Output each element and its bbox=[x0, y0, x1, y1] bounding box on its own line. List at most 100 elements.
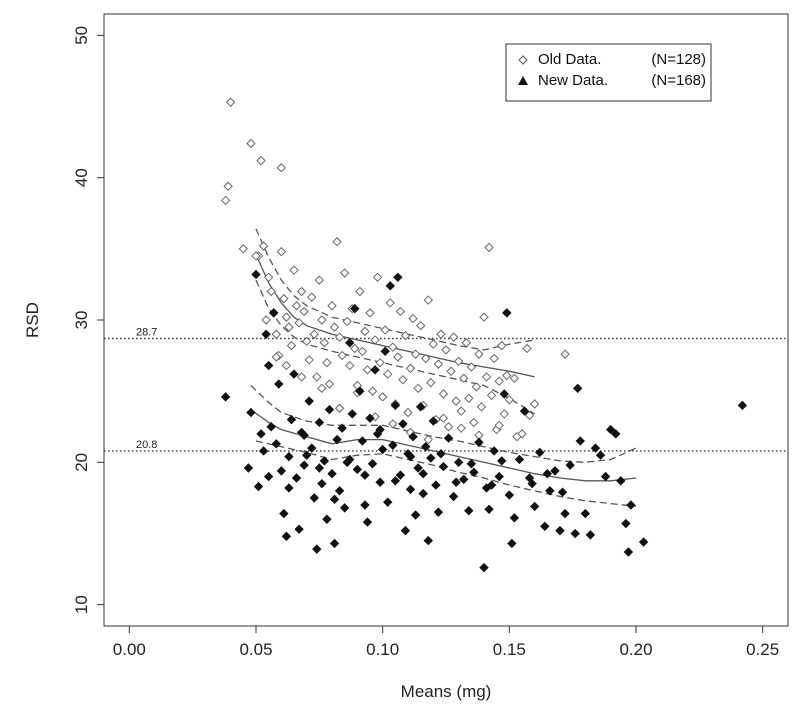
old-data-point bbox=[327, 301, 337, 311]
old-data-point bbox=[446, 366, 456, 376]
new-data-point bbox=[451, 477, 461, 487]
old-data-point bbox=[271, 352, 281, 362]
new-data-point bbox=[438, 461, 449, 472]
new-data-point bbox=[352, 464, 363, 475]
new-data-point bbox=[466, 459, 477, 469]
new-data-point bbox=[502, 308, 512, 318]
legend-marker-open-diamond bbox=[518, 55, 528, 65]
new-data-point bbox=[459, 474, 469, 485]
old-data-point bbox=[469, 417, 479, 428]
new-data-point bbox=[486, 480, 497, 490]
old-data-point bbox=[481, 372, 492, 382]
old-data-point bbox=[307, 292, 317, 302]
old-data-point bbox=[410, 349, 421, 359]
reference-lines: 28.7 20.8 bbox=[104, 327, 788, 452]
new-data-point bbox=[585, 530, 596, 540]
new-data-point bbox=[322, 514, 332, 524]
new-data-point bbox=[337, 423, 347, 433]
old-data-point bbox=[246, 138, 256, 149]
old-data-point bbox=[400, 330, 411, 341]
new-data-point bbox=[542, 469, 553, 479]
legend: Old Data. (N=128) New Data. (N=168) bbox=[505, 43, 712, 102]
new-data-point bbox=[294, 524, 304, 534]
new-data-point bbox=[261, 329, 271, 339]
old-data-point bbox=[362, 365, 373, 375]
new-data-point bbox=[246, 407, 256, 418]
old-data-point bbox=[388, 342, 398, 352]
new-data-point bbox=[314, 417, 325, 428]
old-data-point bbox=[466, 362, 477, 372]
old-data-point bbox=[301, 336, 312, 347]
old-data-point bbox=[502, 370, 512, 381]
old-data-point bbox=[479, 312, 489, 322]
new-data-point bbox=[497, 456, 507, 466]
new-data-point bbox=[410, 510, 421, 520]
new-data-point bbox=[332, 434, 342, 445]
old-data-point bbox=[385, 298, 395, 308]
old-data-point bbox=[428, 339, 439, 349]
old-data-point bbox=[317, 383, 327, 394]
old-data-point bbox=[433, 359, 444, 369]
old-data-point bbox=[342, 316, 352, 327]
new-data-point bbox=[271, 439, 281, 449]
y-tick-label: 10 bbox=[72, 595, 91, 614]
new-data-point bbox=[408, 431, 418, 442]
old-data-point bbox=[499, 409, 509, 419]
old-data-point bbox=[380, 325, 390, 335]
new-data-point bbox=[324, 404, 335, 415]
new-data-point bbox=[560, 508, 570, 519]
old-data-point bbox=[448, 332, 459, 342]
old-data-point bbox=[329, 322, 340, 332]
old-data-point bbox=[377, 392, 388, 402]
legend-marker-filled-triangle bbox=[518, 76, 528, 85]
old-data-point bbox=[304, 355, 314, 365]
new-data-point bbox=[509, 513, 520, 523]
data-points bbox=[220, 97, 748, 573]
new-data-point bbox=[570, 528, 580, 539]
legend-count: (N=168) bbox=[651, 72, 706, 89]
new-data-point bbox=[385, 281, 395, 291]
old-data-point bbox=[403, 407, 413, 418]
new-data-point bbox=[377, 444, 388, 455]
new-data-point bbox=[393, 272, 403, 283]
new-data-point bbox=[289, 369, 299, 379]
new-data-point bbox=[281, 531, 292, 542]
new-data-point bbox=[611, 429, 621, 439]
old-data-point bbox=[509, 373, 520, 384]
new-data-point bbox=[421, 441, 431, 452]
new-data-point bbox=[276, 466, 287, 476]
x-tick-label: 0.25 bbox=[746, 640, 779, 659]
new-data-point bbox=[375, 477, 385, 487]
new-data-point bbox=[529, 501, 540, 512]
old-data-point bbox=[395, 306, 406, 317]
old-data-point bbox=[266, 286, 276, 297]
new-data-point bbox=[299, 430, 309, 440]
old-data-point bbox=[355, 286, 365, 297]
old-data-point bbox=[225, 97, 236, 107]
old-data-point bbox=[291, 301, 302, 311]
new-data-point bbox=[527, 478, 537, 489]
old-data-point bbox=[261, 315, 271, 325]
new-data-point bbox=[590, 443, 601, 453]
old-data-point bbox=[312, 372, 322, 382]
new-data-point bbox=[433, 507, 444, 517]
new-data-point bbox=[550, 466, 560, 476]
new-data-point bbox=[365, 413, 375, 423]
new-data-point bbox=[317, 478, 327, 489]
legend-box bbox=[505, 43, 712, 102]
new-data-point bbox=[274, 379, 284, 389]
y-tick-label: 20 bbox=[72, 453, 91, 472]
new-data-point bbox=[453, 457, 464, 468]
old-data-point bbox=[426, 377, 436, 388]
new-data-point bbox=[418, 488, 428, 499]
new-data-point bbox=[367, 459, 378, 469]
old-data-point bbox=[484, 242, 494, 253]
old-data-point bbox=[529, 399, 540, 409]
new-data-point bbox=[418, 469, 428, 479]
old-data-point bbox=[309, 329, 319, 339]
new-data-point bbox=[329, 494, 340, 505]
new-data-point bbox=[263, 471, 274, 482]
old-data-point bbox=[524, 410, 535, 421]
new-data-point bbox=[580, 508, 591, 519]
new-data-point bbox=[345, 338, 355, 348]
